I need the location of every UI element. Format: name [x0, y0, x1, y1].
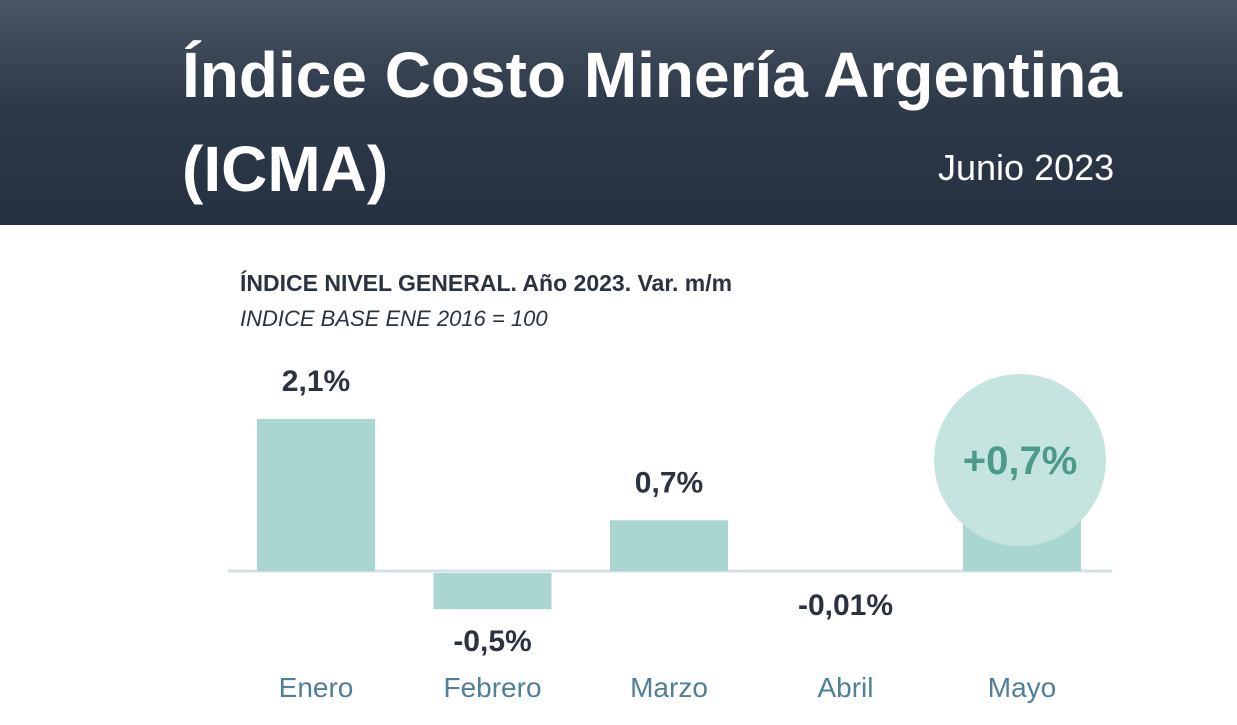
chart-subtitle: INDICE BASE ENE 2016 = 100: [240, 306, 548, 331]
value-label-febrero: -0,5%: [453, 625, 531, 658]
category-label-febrero: Febrero: [443, 672, 541, 703]
report-period: Junio 2023: [938, 147, 1115, 188]
highlight-value-label: +0,7%: [963, 439, 1078, 483]
bar-marzo: [610, 520, 728, 571]
chart-title: ÍNDICE NIVEL GENERAL. Año 2023. Var. m/m: [240, 270, 733, 296]
value-label-enero: 2,1%: [282, 365, 350, 398]
highlight-bubble: [934, 374, 1106, 546]
category-label-marzo: Marzo: [630, 672, 708, 703]
category-label-abril: Abril: [817, 672, 873, 703]
bar-enero: [257, 418, 375, 571]
bar-febrero: [433, 573, 552, 610]
category-label-enero: Enero: [279, 672, 354, 703]
page-title: Índice Costo Minería Argentina (ICMA): [182, 39, 1122, 205]
header-banner: Índice Costo Minería Argentina (ICMA) Ju…: [0, 0, 1237, 225]
value-label-marzo: 0,7%: [635, 466, 703, 499]
category-label-mayo: Mayo: [988, 672, 1056, 703]
value-label-abril: -0,01%: [798, 589, 893, 622]
